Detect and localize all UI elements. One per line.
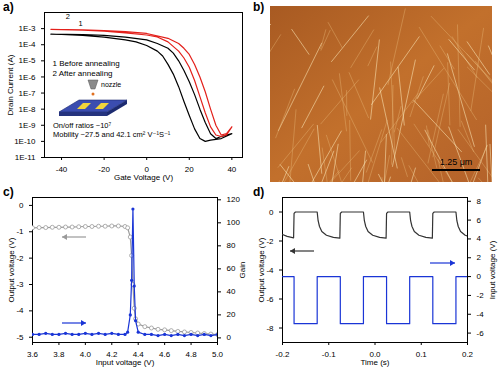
svg-text:20: 20	[185, 165, 194, 174]
svg-text:1.25 μm: 1.25 μm	[440, 157, 473, 167]
svg-text:120: 120	[227, 195, 241, 204]
svg-text:-40: -40	[56, 165, 68, 174]
svg-text:-2: -2	[266, 237, 274, 246]
svg-text:1E-5: 1E-5	[19, 56, 36, 65]
svg-text:-20: -20	[98, 165, 110, 174]
svg-text:5.0: 5.0	[212, 350, 224, 359]
svg-text:0: 0	[269, 208, 274, 217]
svg-text:1E-3: 1E-3	[19, 24, 36, 33]
svg-text:-1: -1	[16, 227, 24, 236]
svg-text:1E-6: 1E-6	[19, 73, 36, 82]
svg-text:-4: -4	[477, 310, 485, 319]
svg-text:nozzle: nozzle	[101, 81, 121, 88]
svg-text:20: 20	[227, 310, 236, 319]
svg-text:0.1: 0.1	[416, 350, 428, 359]
svg-text:-8: -8	[266, 324, 274, 333]
svg-text:4.4: 4.4	[132, 350, 144, 360]
svg-text:3.6: 3.6	[27, 350, 39, 359]
svg-text:1E-8: 1E-8	[19, 105, 36, 114]
svg-text:-0.2: -0.2	[276, 350, 290, 359]
svg-text:80: 80	[227, 241, 236, 250]
svg-text:-2: -2	[16, 254, 24, 263]
svg-text:1: 1	[79, 19, 83, 28]
svg-text:-4: -4	[266, 266, 274, 275]
svg-text:0: 0	[19, 201, 24, 210]
html-text:c): c)	[3, 185, 14, 199]
svg-text:4: 4	[477, 234, 482, 243]
svg-text:2: 2	[477, 253, 482, 262]
svg-text:Output voltage (V): Output voltage (V)	[257, 237, 266, 302]
html-text:a): a)	[3, 0, 14, 14]
svg-text:-5: -5	[16, 333, 24, 342]
svg-text:0.2: 0.2	[462, 350, 474, 359]
svg-text:2 After annealing: 2 After annealing	[53, 69, 113, 78]
svg-text:1E-9: 1E-9	[19, 121, 36, 130]
svg-text:Mobility ~27.5 and 42.1 cm² V⁻: Mobility ~27.5 and 42.1 cm² V⁻¹S⁻¹	[53, 130, 171, 139]
svg-text:Input voltage (V): Input voltage (V)	[96, 358, 155, 367]
svg-text:4.8: 4.8	[186, 350, 198, 359]
svg-text:0.0: 0.0	[369, 350, 381, 360]
svg-text:Gain: Gain	[238, 262, 247, 279]
svg-text:On/off ratios ~10⁷: On/off ratios ~10⁷	[53, 121, 112, 130]
html-text:b): b)	[253, 0, 265, 14]
svg-text:-6: -6	[266, 295, 274, 304]
svg-text:Input voltage (V): Input voltage (V)	[488, 240, 497, 299]
svg-text:100: 100	[227, 218, 241, 227]
svg-text:-0.1: -0.1	[322, 350, 336, 359]
svg-text:Drain Current (A): Drain Current (A)	[6, 54, 15, 115]
svg-text:Time (s): Time (s)	[360, 358, 389, 367]
html-text:d): d)	[253, 185, 265, 199]
svg-text:40: 40	[227, 287, 236, 296]
svg-text:40: 40	[227, 165, 236, 174]
svg-text:0: 0	[227, 333, 232, 342]
svg-text:1E-10: 1E-10	[14, 137, 36, 146]
svg-text:1E-7: 1E-7	[19, 89, 36, 98]
svg-text:-4: -4	[16, 306, 24, 315]
svg-text:0: 0	[477, 272, 482, 281]
svg-text:60: 60	[227, 264, 236, 273]
svg-text:1E-4: 1E-4	[19, 40, 36, 49]
svg-text:4.2: 4.2	[106, 350, 118, 360]
svg-text:3.8: 3.8	[53, 350, 65, 359]
svg-text:2: 2	[66, 12, 70, 21]
svg-text:1 Before annealing: 1 Before annealing	[53, 59, 120, 68]
svg-text:8: 8	[477, 197, 482, 206]
svg-text:-6: -6	[477, 329, 485, 338]
svg-text:4.0: 4.0	[80, 350, 92, 359]
svg-text:-3: -3	[16, 280, 24, 289]
svg-text:-2: -2	[477, 291, 485, 300]
svg-text:Output voltage (V): Output voltage (V)	[7, 237, 16, 302]
svg-text:0: 0	[144, 165, 149, 175]
svg-text:Gate Voltage (V): Gate Voltage (V)	[114, 173, 173, 182]
svg-text:1E-11: 1E-11	[15, 153, 36, 162]
svg-text:6: 6	[477, 216, 482, 225]
svg-text:4.6: 4.6	[159, 350, 171, 359]
